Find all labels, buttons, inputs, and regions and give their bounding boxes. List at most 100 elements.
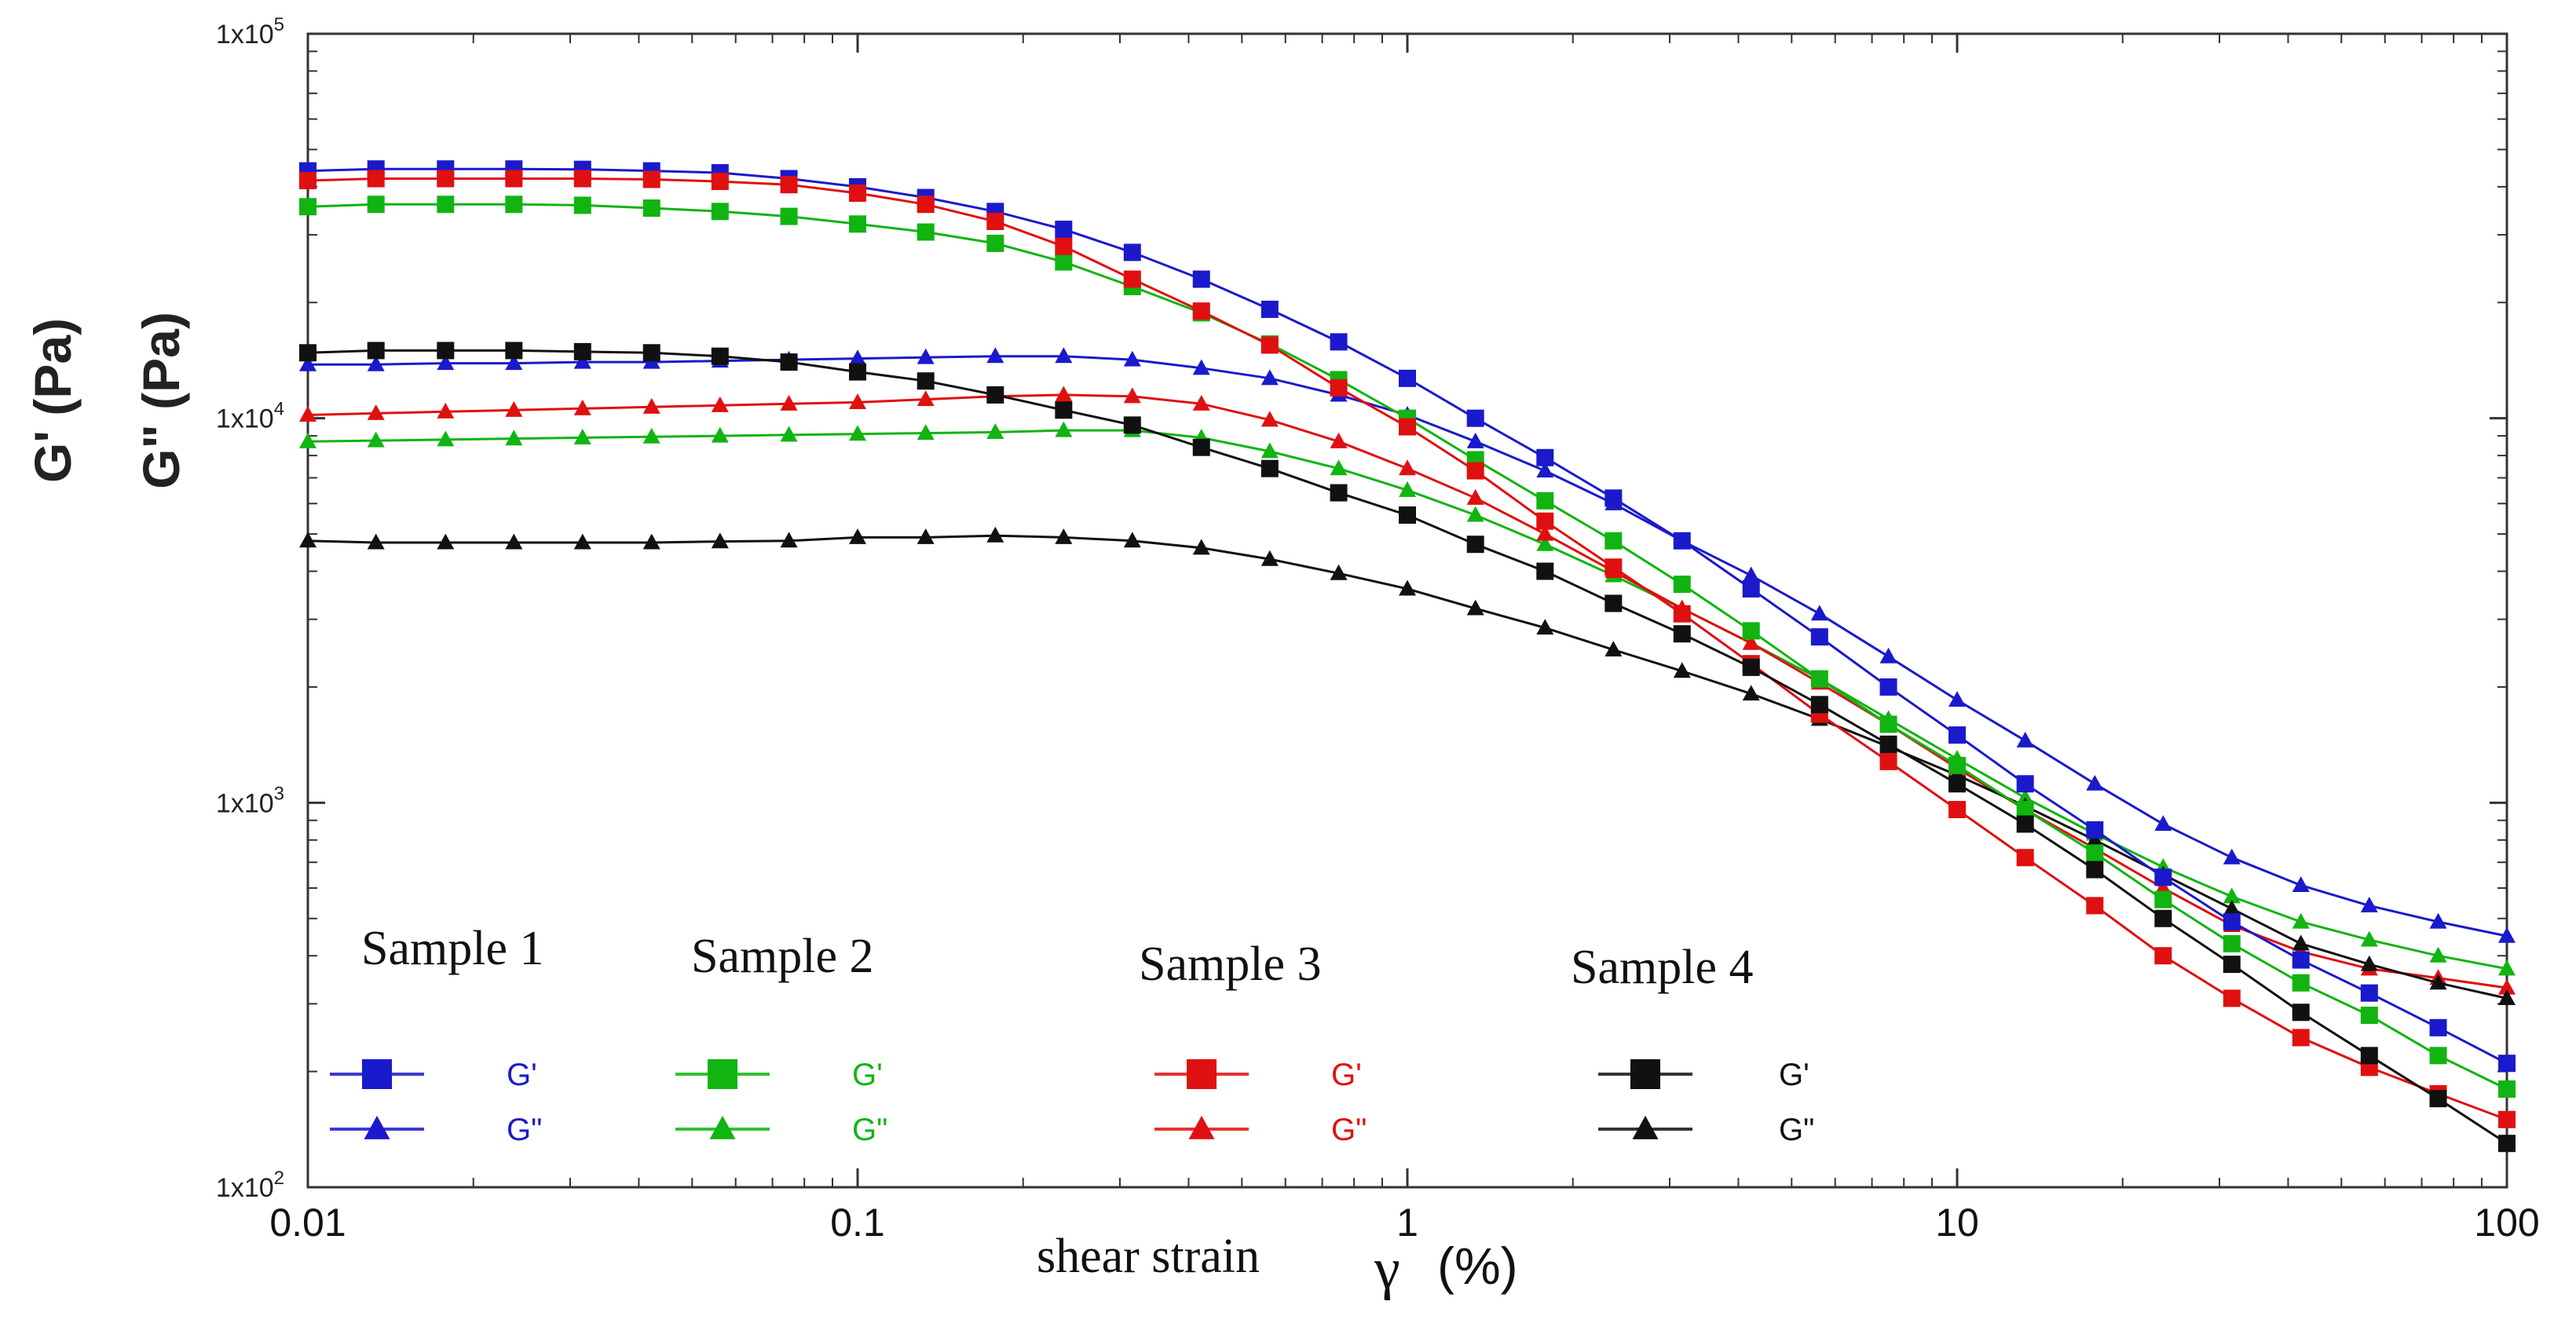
point-sample-2-loss-modulus (642, 427, 660, 444)
point-sample-3-storage-modulus (1192, 302, 1210, 320)
point-sample-2-storage-modulus (780, 207, 798, 225)
point-sample-3-storage-modulus (1466, 462, 1484, 480)
series-sample-3-storage-modulus (299, 170, 2516, 1128)
legend-triangle-marker (1188, 1115, 1215, 1139)
point-sample-4-storage-modulus (711, 347, 729, 365)
axis-titles: G' (Pa) G" (Pa) shear strain γ (%) (24, 312, 1518, 1301)
point-sample-2-loss-modulus (1466, 506, 1484, 522)
point-sample-1-storage-modulus (1948, 726, 1966, 744)
legend-triangle-marker (1632, 1115, 1659, 1139)
point-sample-4-loss-modulus (367, 533, 385, 550)
point-sample-2-loss-modulus (2498, 960, 2516, 976)
point-sample-4-loss-modulus (2292, 934, 2310, 951)
legend-entry-label: G" (507, 1113, 542, 1147)
point-sample-4-storage-modulus (1536, 562, 1554, 580)
point-sample-2-storage-modulus (2498, 1080, 2516, 1099)
point-sample-4-loss-modulus (505, 533, 523, 550)
point-sample-2-storage-modulus (1055, 253, 1073, 271)
point-sample-4-storage-modulus (2016, 815, 2034, 833)
point-sample-2-storage-modulus (1948, 756, 1966, 774)
point-sample-1-storage-modulus (1742, 579, 1760, 598)
point-sample-4-loss-modulus (780, 532, 798, 548)
point-sample-3-storage-modulus (917, 196, 935, 214)
point-sample-1-storage-modulus (2154, 868, 2172, 886)
legend-sample-4: Sample 4 G' G" (1571, 941, 1814, 1147)
point-sample-4-storage-modulus (2429, 1090, 2447, 1108)
series-sample-2-storage-modulus (299, 196, 2516, 1099)
point-sample-1-loss-modulus (367, 355, 385, 371)
legend-entry-label: G' (1779, 1058, 1809, 1092)
point-sample-2-storage-modulus (437, 196, 455, 214)
point-sample-2-storage-modulus (2292, 974, 2310, 992)
point-sample-1-loss-modulus (1536, 462, 1554, 478)
point-sample-1-loss-modulus (2016, 731, 2034, 748)
point-sample-2-loss-modulus (367, 431, 385, 448)
point-sample-3-loss-modulus (1399, 459, 1416, 476)
point-sample-4-loss-modulus (986, 526, 1004, 543)
x-tick-label: 0.01 (269, 1201, 346, 1245)
point-sample-4-storage-modulus (1399, 506, 1416, 524)
legend-entry-label: G' (1331, 1058, 1362, 1092)
series-sample-4-storage-modulus (299, 342, 2516, 1153)
legend-entry-label: G" (1779, 1113, 1814, 1147)
point-sample-2-loss-modulus (1330, 459, 1348, 476)
x-tick-label: 10 (1935, 1201, 1979, 1245)
point-sample-4-storage-modulus (917, 372, 935, 390)
point-sample-1-loss-modulus (1261, 369, 1279, 386)
point-sample-3-storage-modulus (437, 170, 455, 188)
point-sample-4-storage-modulus (299, 344, 317, 362)
point-sample-4-loss-modulus (2429, 974, 2447, 990)
point-sample-3-loss-modulus (1742, 634, 1760, 650)
point-sample-2-loss-modulus (573, 429, 591, 444)
point-sample-4-storage-modulus (1673, 625, 1691, 643)
legend-square-marker (362, 1059, 392, 1089)
legend-triangle-marker (709, 1115, 736, 1139)
point-sample-3-storage-modulus (299, 172, 317, 190)
series-sample-3-loss-modulus (299, 386, 2516, 995)
x-tick-label: 0.1 (830, 1201, 885, 1245)
point-sample-1-loss-modulus (2086, 774, 2104, 791)
point-sample-1-loss-modulus (1810, 605, 1828, 621)
point-sample-2-storage-modulus (711, 203, 729, 221)
point-sample-3-loss-modulus (299, 406, 317, 422)
point-sample-1-loss-modulus (2223, 848, 2241, 865)
point-sample-2-loss-modulus (2016, 788, 2034, 805)
point-sample-2-loss-modulus (437, 430, 455, 447)
point-sample-4-storage-modulus (1879, 735, 1897, 753)
legend-sample-title: Sample 2 (691, 930, 873, 983)
point-sample-4-storage-modulus (849, 363, 866, 381)
point-sample-3-loss-modulus (367, 404, 385, 420)
point-sample-1-storage-modulus (1605, 489, 1623, 507)
point-sample-3-loss-modulus (2154, 879, 2172, 895)
y-tick-label: 1x104 (216, 399, 284, 434)
x-axis-unit: (%) (1437, 1237, 1518, 1295)
point-sample-1-storage-modulus (1330, 333, 1348, 351)
point-sample-1-storage-modulus (2498, 1055, 2516, 1073)
point-sample-2-storage-modulus (1673, 576, 1691, 594)
point-sample-2-storage-modulus (2429, 1047, 2447, 1065)
point-sample-1-loss-modulus (917, 348, 935, 364)
point-sample-3-loss-modulus (849, 393, 866, 409)
legend-sample-title: Sample 4 (1571, 941, 1753, 994)
point-sample-3-storage-modulus (1399, 418, 1416, 436)
point-sample-3-loss-modulus (1330, 432, 1348, 448)
point-sample-4-storage-modulus (986, 386, 1004, 404)
point-sample-3-storage-modulus (849, 184, 866, 202)
point-sample-4-storage-modulus (1330, 484, 1348, 502)
point-sample-4-storage-modulus (2360, 1047, 2378, 1065)
point-sample-3-storage-modulus (2292, 1029, 2310, 1047)
point-sample-1-storage-modulus (1192, 270, 1210, 288)
point-sample-4-storage-modulus (437, 342, 455, 360)
point-sample-1-loss-modulus (1466, 432, 1484, 448)
point-sample-2-storage-modulus (1605, 532, 1623, 550)
point-sample-3-storage-modulus (1605, 558, 1623, 576)
y-tick-label: 1x105 (216, 14, 284, 49)
point-sample-4-storage-modulus (2223, 956, 2241, 974)
point-sample-2-storage-modulus (986, 234, 1004, 252)
point-sample-3-storage-modulus (1123, 270, 1141, 288)
point-sample-3-loss-modulus (711, 396, 729, 412)
point-sample-2-loss-modulus (2292, 912, 2310, 929)
y-tick-label: 1x103 (216, 783, 284, 818)
point-sample-1-storage-modulus (1810, 628, 1828, 646)
x-tick-label: 100 (2474, 1201, 2539, 1245)
